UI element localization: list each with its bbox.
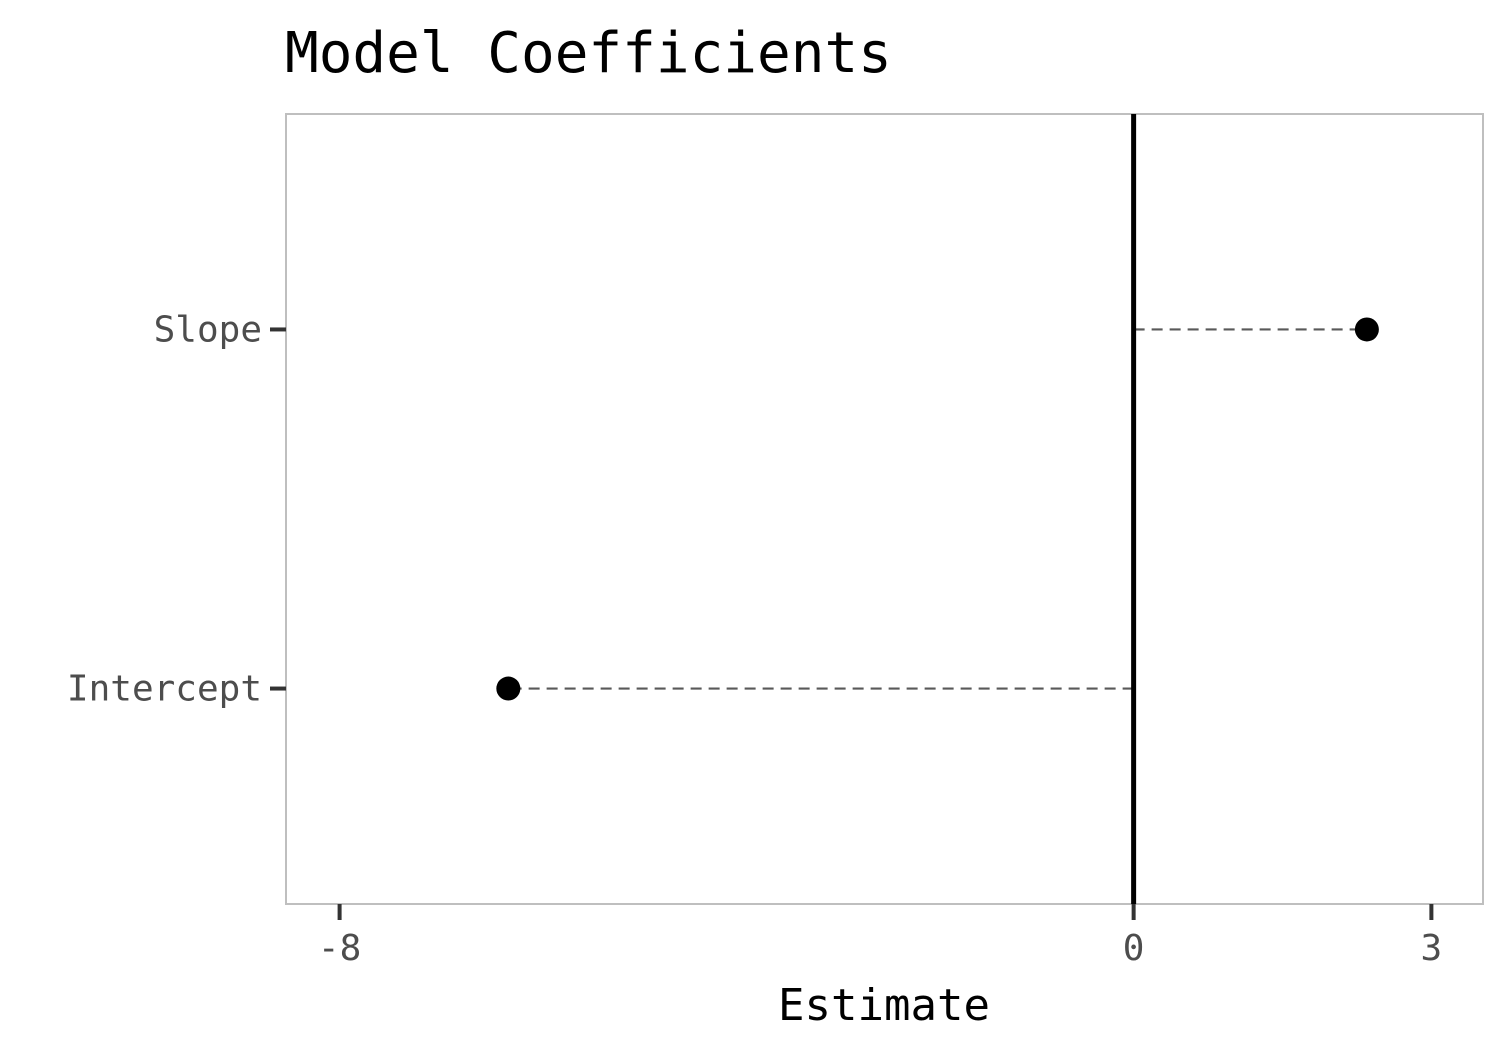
point-slope [1354,317,1379,342]
y-axis: Intercept Slope [67,309,286,710]
chart-title: Model Coefficients [285,21,892,86]
points-layer [496,317,1379,701]
point-intercept [496,676,521,701]
y-tick-label-slope: Slope [154,309,262,350]
y-tick-label-intercept: Intercept [67,669,262,710]
segments-layer [508,328,1367,690]
x-tick-label-0: 0 [1123,928,1145,969]
x-axis-title: Estimate [778,980,990,1031]
x-tick-label-3: 3 [1421,928,1443,969]
x-axis: -8 0 3 [318,904,1442,969]
x-tick-label-neg8: -8 [318,928,361,969]
plot-panel [285,113,1484,905]
